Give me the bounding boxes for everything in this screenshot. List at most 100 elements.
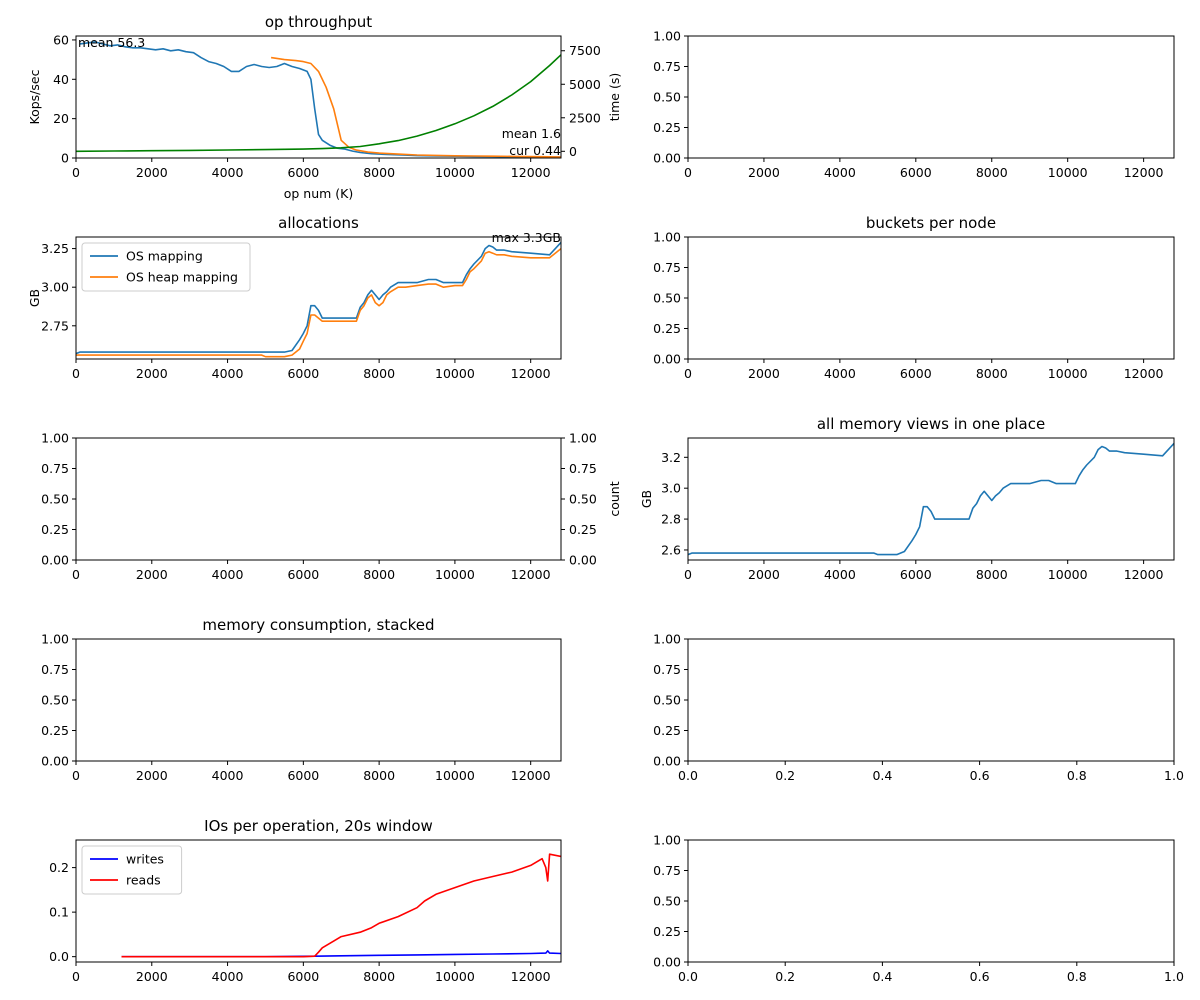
axes-frame xyxy=(75,638,562,762)
y-tick-label: 2.75 xyxy=(41,318,69,333)
x-tick-label: 4000 xyxy=(212,165,244,180)
subplot-p5: 0 2000 4000 6000 8000 10000 12000 0.00 0.25 0.50 0… xyxy=(41,431,622,583)
y-tick-label: 0.00 xyxy=(653,352,681,367)
y-tick-label: 40 xyxy=(53,72,69,87)
y-tick-label: 2.6 xyxy=(661,542,681,557)
legend: writes reads xyxy=(81,845,183,895)
series-line-reads xyxy=(121,853,561,958)
axes-frame xyxy=(687,35,1175,159)
series-line-os-mapping xyxy=(76,241,561,355)
x-tick-label: 10000 xyxy=(1048,366,1088,381)
x-tick-label: 12000 xyxy=(1124,165,1164,180)
y-tick-label: 0.50 xyxy=(653,291,681,306)
x-tick-label: 12000 xyxy=(511,366,551,381)
x-tick-label: 4000 xyxy=(212,969,244,984)
x-tick-label: 1.0 xyxy=(1164,768,1184,783)
x-tick-label: 8000 xyxy=(976,366,1008,381)
x-tick-label: 8000 xyxy=(976,165,1008,180)
x-tick-label: 10000 xyxy=(435,567,475,582)
x-tick-label: 10000 xyxy=(435,165,475,180)
y-tick-label: 0.0 xyxy=(49,949,69,964)
subplot-p7: 0 2000 4000 6000 8000 10000 12000 0.00 0.25 0.50 0… xyxy=(41,616,562,783)
y-tick-label: 1.00 xyxy=(653,230,681,245)
x-tick-label: 12000 xyxy=(511,969,551,984)
y-right-tick-label: 5000 xyxy=(569,77,601,92)
y-tick-label: 0.50 xyxy=(41,693,69,708)
subplot-p1: 0 2000 4000 6000 8000 10000 12000 0 20 40 60 0 2500 5… xyxy=(27,13,622,201)
x-tick-label: 0.2 xyxy=(775,768,795,783)
y-tick-label: 0.75 xyxy=(653,59,681,74)
annotation: max 3.3GB xyxy=(492,230,561,245)
y-tick-label: 0.75 xyxy=(653,662,681,677)
subplot-p10: 0.0 0.2 0.4 0.6 0.8 1.0 0.00 0.25 0.50 0.75 1.00 xyxy=(653,833,1184,985)
x-tick-label: 0.2 xyxy=(775,969,795,984)
y-tick-label: 1.00 xyxy=(653,833,681,848)
y-tick-label: 60 xyxy=(53,32,69,47)
x-tick-label: 2000 xyxy=(136,567,168,582)
x-tick-label: 0.0 xyxy=(678,768,698,783)
x-tick-label: 6000 xyxy=(900,366,932,381)
x-tick-label: 10000 xyxy=(1048,165,1088,180)
x-tick-label: 8000 xyxy=(363,567,395,582)
y-tick-label: 1.00 xyxy=(653,632,681,647)
y-axis-label: GB xyxy=(639,490,654,508)
legend: OS mapping OS heap mapping xyxy=(81,242,251,292)
series-line-writes xyxy=(121,950,561,958)
x-tick-label: 1.0 xyxy=(1164,969,1184,984)
y-right-tick-label: 0.75 xyxy=(569,461,597,476)
x-tick-label: 4000 xyxy=(824,567,856,582)
chart-title: allocations xyxy=(278,214,359,232)
legend-label: OS heap mapping xyxy=(126,270,238,285)
y-tick-label: 3.0 xyxy=(661,481,681,496)
x-tick-label: 6000 xyxy=(287,768,319,783)
y-tick-label: 0.00 xyxy=(653,754,681,769)
y-tick-label: 3.25 xyxy=(41,241,69,256)
x-tick-label: 8000 xyxy=(363,165,395,180)
x-tick-label: 0 xyxy=(684,567,692,582)
x-tick-label: 10000 xyxy=(1048,567,1088,582)
x-tick-label: 0.4 xyxy=(872,969,892,984)
x-tick-label: 2000 xyxy=(136,366,168,381)
x-axis-label: op num (K) xyxy=(284,186,354,201)
annotation: cur 0.44 xyxy=(509,143,561,158)
series-group xyxy=(121,853,561,958)
x-tick-label: 0 xyxy=(684,165,692,180)
y-tick-label: 2.8 xyxy=(661,512,681,527)
legend-label: reads xyxy=(126,873,161,888)
y-tick-label: 0.25 xyxy=(653,321,681,336)
x-tick-label: 12000 xyxy=(511,768,551,783)
y-tick-label: 0.00 xyxy=(653,151,681,166)
subplot-p2: 0 2000 4000 6000 8000 10000 12000 0.00 0.25 0.50 0… xyxy=(653,29,1175,180)
y-tick-label: 3.00 xyxy=(41,280,69,295)
series-line-os-heap-mapping xyxy=(76,247,561,358)
chart-title: IOs per operation, 20s window xyxy=(204,817,433,835)
x-tick-label: 8000 xyxy=(363,768,395,783)
x-tick-label: 8000 xyxy=(976,567,1008,582)
y-tick-label: 0.2 xyxy=(49,860,69,875)
y-tick-label: 1.00 xyxy=(41,632,69,647)
x-tick-label: 0.0 xyxy=(678,969,698,984)
x-tick-label: 2000 xyxy=(136,969,168,984)
x-tick-label: 8000 xyxy=(363,969,395,984)
x-tick-label: 2000 xyxy=(748,165,780,180)
x-tick-label: 0 xyxy=(72,165,80,180)
y-tick-label: 0.50 xyxy=(653,693,681,708)
x-tick-label: 6000 xyxy=(900,165,932,180)
x-tick-label: 4000 xyxy=(212,366,244,381)
series-line-green-2 xyxy=(76,54,561,153)
y-tick-label: 1.00 xyxy=(41,431,69,446)
annotation: mean 56.3 xyxy=(78,35,145,50)
x-tick-label: 8000 xyxy=(363,366,395,381)
x-tick-label: 2000 xyxy=(748,567,780,582)
y-tick-label: 0.25 xyxy=(41,522,69,537)
y-tick-label: 0.50 xyxy=(41,492,69,507)
x-tick-label: 12000 xyxy=(1124,366,1164,381)
y-right-tick-label: 0.50 xyxy=(569,492,597,507)
x-tick-label: 0.4 xyxy=(872,768,892,783)
x-tick-label: 6000 xyxy=(287,969,319,984)
y-tick-label: 0.25 xyxy=(653,723,681,738)
x-tick-label: 0.8 xyxy=(1067,768,1087,783)
y-tick-label: 0.75 xyxy=(41,662,69,677)
legend-box xyxy=(81,242,251,292)
